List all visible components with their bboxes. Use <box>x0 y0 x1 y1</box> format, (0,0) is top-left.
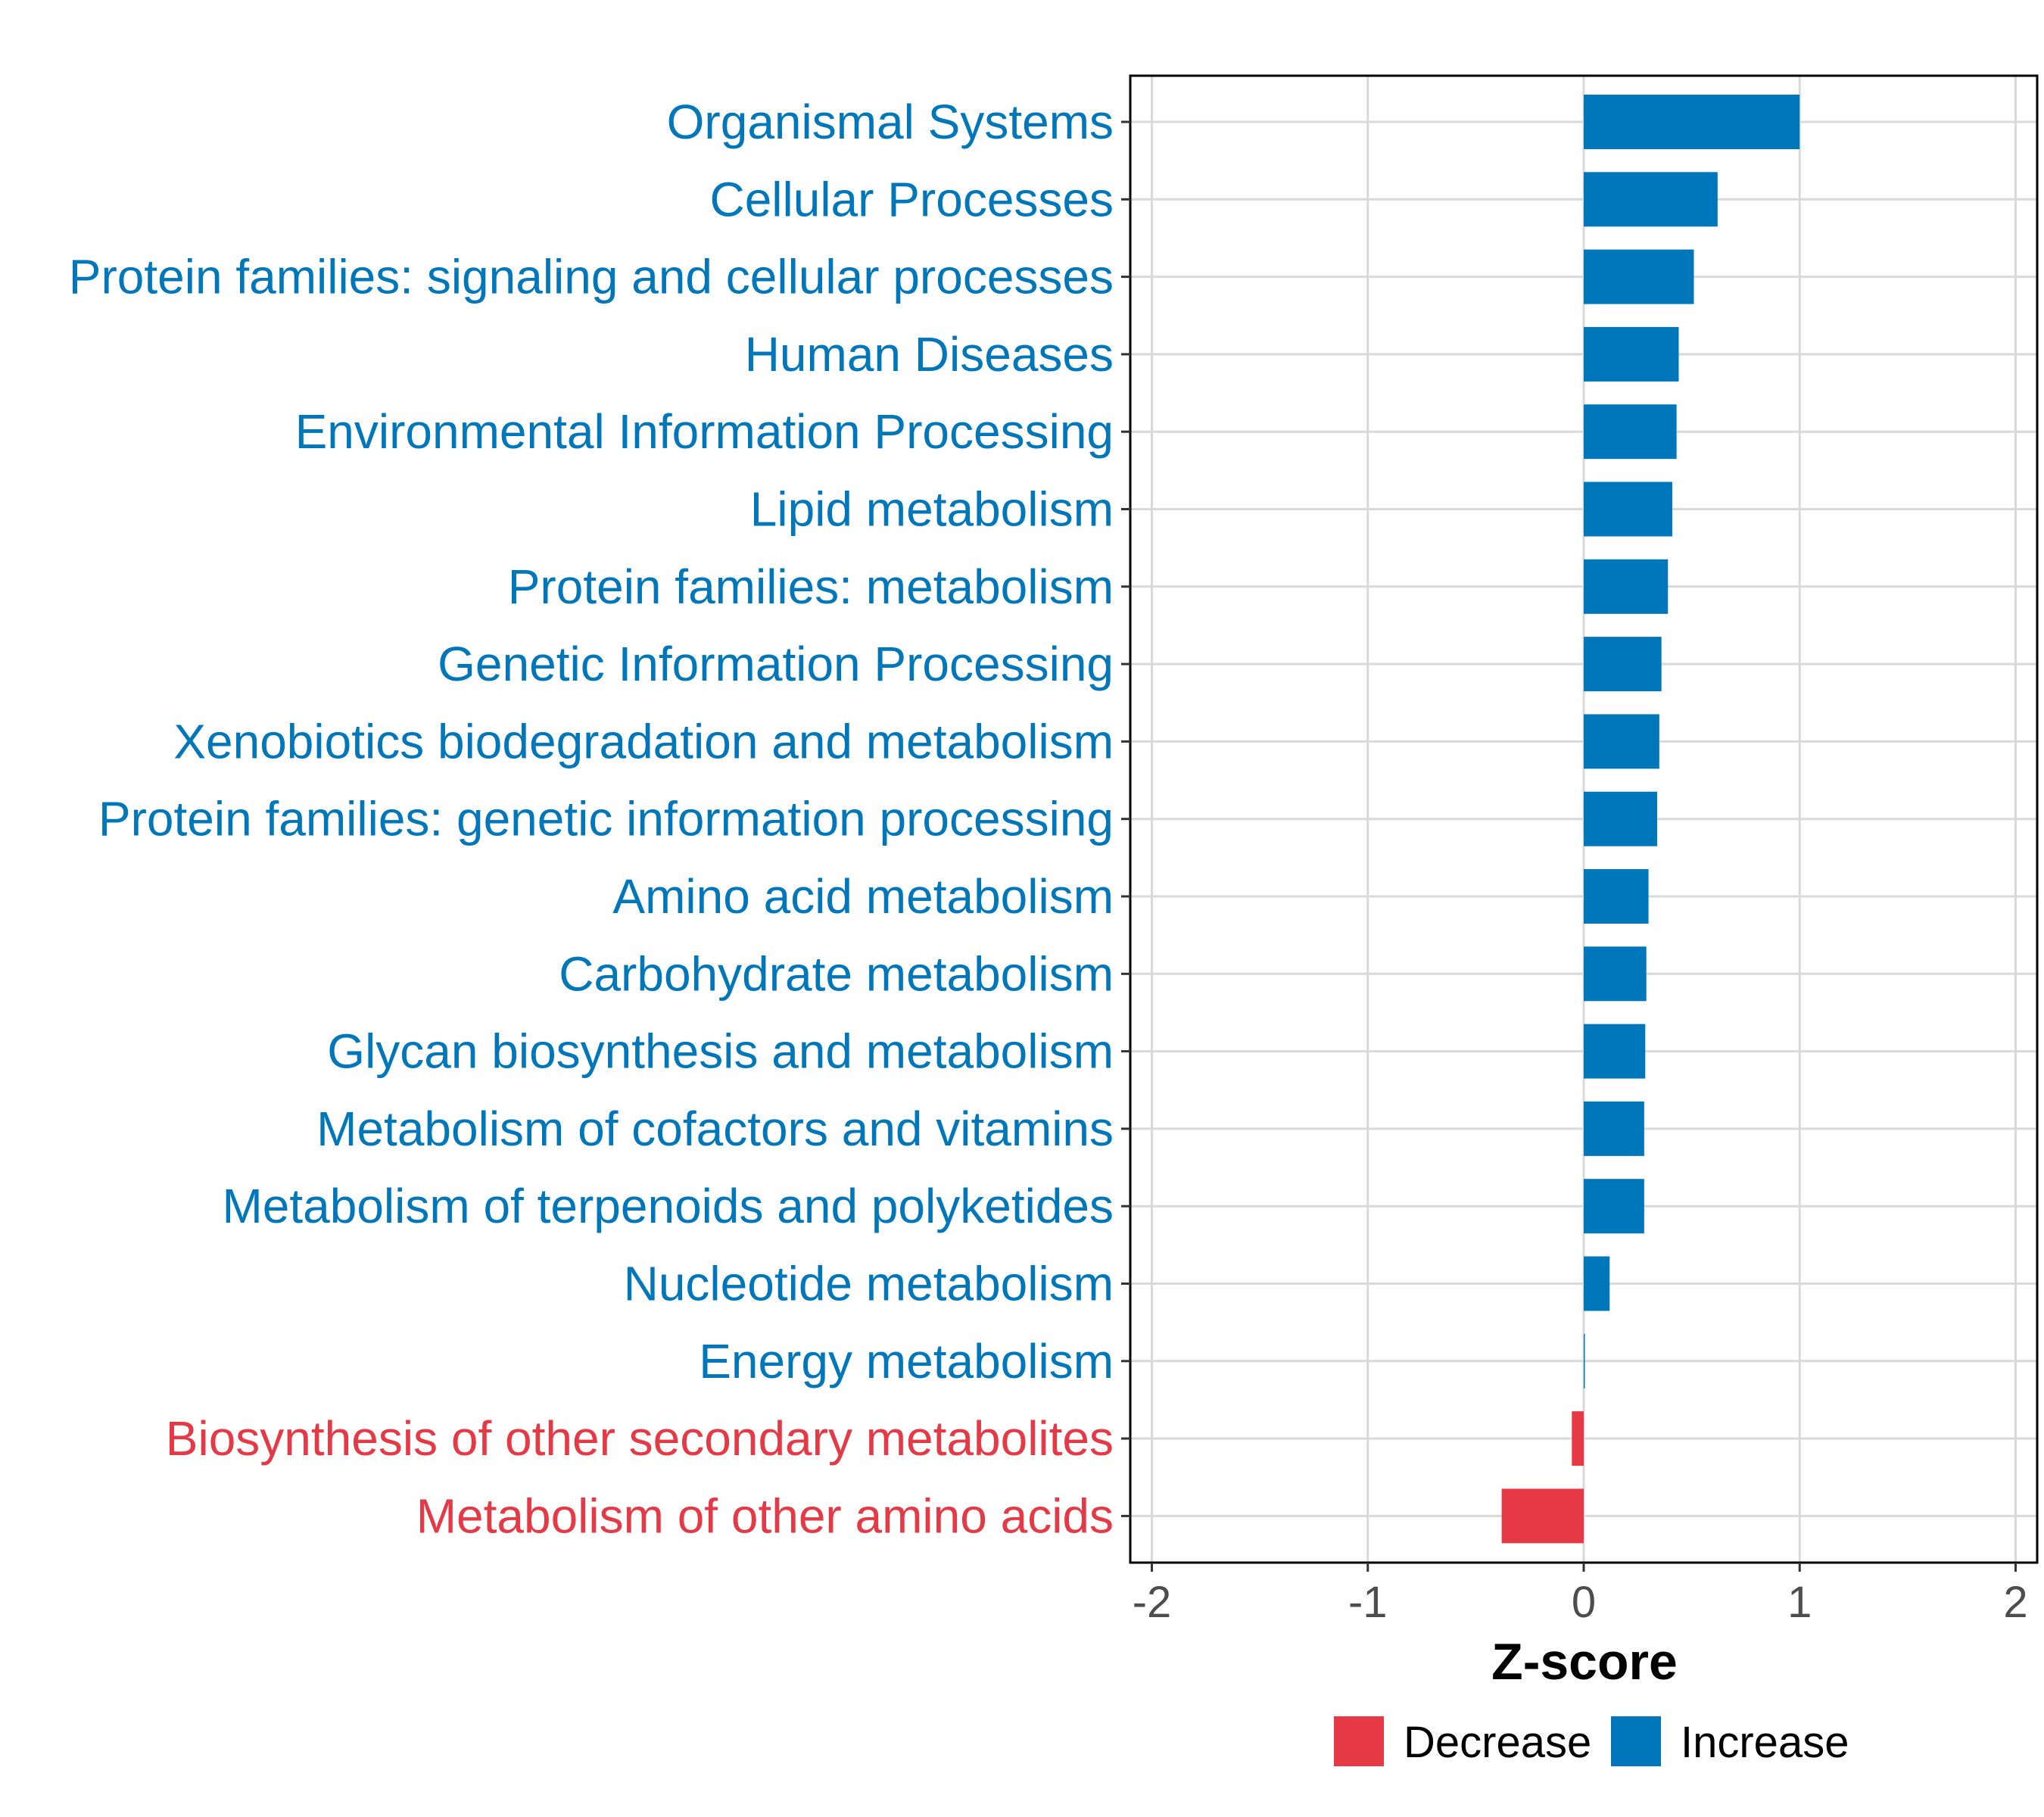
y-axis: Organismal Systems Cellular Processes Prot… <box>69 95 1130 1543</box>
bar <box>1584 326 1679 382</box>
bar <box>1572 1411 1584 1466</box>
x-axis-title: Z-score <box>1491 1633 1678 1691</box>
y-tick-label: Amino acid metabolism <box>612 869 1114 924</box>
y-tick-label: Genetic Information Processing <box>438 637 1114 691</box>
legend-label: Increase <box>1681 1718 1849 1767</box>
y-tick-label: Xenobiotics biodegradation and metabolis… <box>173 714 1114 768</box>
bar <box>1584 404 1677 460</box>
bar <box>1584 249 1694 304</box>
x-tick-label: 1 <box>1787 1578 1812 1627</box>
bar <box>1584 1333 1585 1388</box>
y-tick-label: Metabolism of other amino acids <box>416 1488 1114 1543</box>
bar-layer <box>1501 95 1800 1544</box>
legend-swatch <box>1611 1716 1661 1766</box>
bar <box>1584 714 1659 769</box>
legend: Decrease Increase <box>1334 1716 1849 1767</box>
y-tick-label: Metabolism of cofactors and vitamins <box>316 1102 1114 1156</box>
y-tick-label: Biosynthesis of other secondary metaboli… <box>166 1411 1114 1466</box>
bar <box>1584 869 1649 924</box>
bar <box>1584 1024 1646 1079</box>
y-tick-label: Organismal Systems <box>667 95 1114 149</box>
legend-swatch <box>1334 1716 1384 1766</box>
y-tick-label: Metabolism of terpenoids and polyketides <box>222 1179 1114 1233</box>
bar <box>1584 946 1647 1002</box>
x-tick-label: -2 <box>1133 1578 1172 1627</box>
x-tick-label: 2 <box>2003 1578 2027 1627</box>
bar <box>1584 559 1669 614</box>
y-tick-label: Human Diseases <box>745 327 1114 382</box>
x-tick-label: 0 <box>1572 1578 1596 1627</box>
y-tick-label: Lipid metabolism <box>750 482 1114 537</box>
bar <box>1584 1256 1610 1311</box>
x-tick-label: -1 <box>1348 1578 1388 1627</box>
y-tick-label: Energy metabolism <box>699 1334 1114 1388</box>
y-tick-label: Cellular Processes <box>709 172 1114 226</box>
y-tick-label: Environmental Information Processing <box>295 404 1114 459</box>
legend-label: Decrease <box>1404 1718 1591 1767</box>
bar <box>1584 637 1662 692</box>
y-tick-label: Protein families: genetic information pr… <box>98 792 1114 846</box>
bar <box>1584 1179 1644 1234</box>
bar <box>1584 95 1800 149</box>
y-tick-label: Nucleotide metabolism <box>624 1257 1114 1311</box>
y-tick-label: Carbohydrate metabolism <box>559 946 1114 1001</box>
bar <box>1584 172 1718 227</box>
bar <box>1501 1488 1584 1544</box>
y-tick-label: Protein families: metabolism <box>508 559 1114 614</box>
bar <box>1584 482 1672 537</box>
x-axis: -2 -1 0 1 2 <box>1133 1563 2028 1627</box>
bar <box>1584 1101 1644 1156</box>
bar <box>1584 791 1657 846</box>
y-tick-label: Glycan biosynthesis and metabolism <box>327 1024 1114 1079</box>
y-tick-label: Protein families: signaling and cellular… <box>69 250 1114 304</box>
